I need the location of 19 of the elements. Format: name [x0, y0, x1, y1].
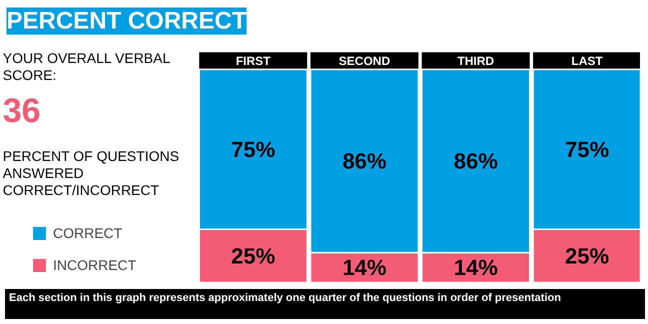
- text: Each section in this graph represents approximately one quarter of the questions in order of presentation: [9, 291, 561, 306]
- text: YOUR OVERALL VERBAL SCORE:: [2, 50, 170, 83]
- x-tick-label: FIRST: [236, 54, 272, 68]
- data-label: 86%: [454, 148, 498, 174]
- data-label: 86%: [342, 148, 386, 174]
- data-label: 14%: [342, 255, 386, 280]
- x-tick-label: THIRD: [457, 54, 494, 68]
- data-label: 75%: [565, 136, 610, 162]
- legend-label: INCORRECT: [53, 257, 136, 273]
- data-label: 25%: [231, 243, 276, 268]
- x-tick-label: SECOND: [338, 54, 390, 68]
- text: 36: [2, 92, 41, 130]
- chart-title: PERCENT CORRECT: [6, 8, 247, 34]
- text: PERCENT OF QUESTIONS ANSWERED CORRECT/INCORRECT: [2, 148, 180, 198]
- x-tick-label: LAST: [571, 54, 604, 68]
- data-label: 75%: [231, 136, 276, 162]
- data-label: 14%: [454, 255, 498, 280]
- data-label: 25%: [565, 243, 610, 268]
- legend-label: CORRECT: [53, 225, 122, 241]
